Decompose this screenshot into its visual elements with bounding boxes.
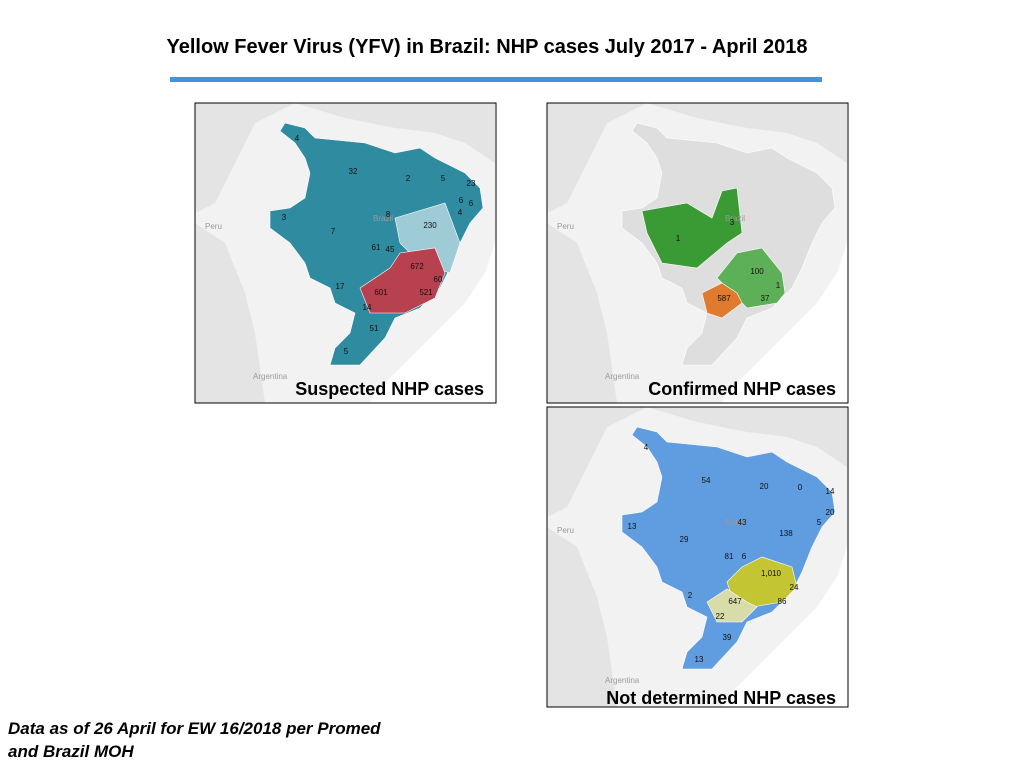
case-count: 24 [790, 583, 799, 592]
case-count: 22 [716, 612, 725, 621]
state-region [641, 187, 743, 269]
brazil-outline [269, 122, 484, 366]
case-count: 647 [728, 597, 742, 606]
land [547, 103, 847, 213]
place-label: Peru [205, 222, 222, 231]
map-panel: Peru Brazil Argentina 1 3 100 1 37 587 Confirmed … [546, 102, 849, 404]
case-count: 2 [688, 591, 693, 600]
case-count: 587 [717, 294, 731, 303]
case-count: 100 [750, 267, 764, 276]
case-count: 51 [370, 324, 379, 333]
case-count: 1,010 [761, 569, 782, 578]
footnote-line: Data as of 26 April for EW 16/2018 per P… [8, 719, 381, 738]
case-count: 5 [441, 174, 446, 183]
land [195, 103, 495, 213]
case-count: 20 [760, 482, 769, 491]
map-panel: Peru Brazil Argentina 4 54 20 0 14 20 5 43 13 29 138 8… [546, 406, 849, 708]
slide-title: Yellow Fever Virus (YFV) in Brazil: NHP … [166, 36, 807, 58]
case-count: 32 [349, 167, 358, 176]
case-count: 5 [344, 347, 349, 356]
case-count: 5 [817, 518, 822, 527]
case-count: 54 [702, 476, 711, 485]
map-frame [546, 102, 849, 404]
case-count: 1 [776, 281, 781, 290]
brazil-outline [621, 426, 836, 670]
case-count: 8 [386, 210, 391, 219]
case-count: 86 [778, 597, 787, 606]
case-count: 6 [459, 196, 464, 205]
case-count: 0 [798, 483, 803, 492]
case-count: 43 [738, 518, 747, 527]
map-frame [546, 406, 849, 708]
land [547, 527, 617, 707]
case-count: 39 [723, 633, 732, 642]
ocean [370, 243, 495, 403]
map-caption: Not determined NHP cases [606, 688, 836, 708]
case-count: 60 [434, 275, 443, 284]
place-label: Argentina [605, 676, 640, 685]
place-label: Brazil [725, 518, 745, 527]
case-count: 4 [458, 208, 463, 217]
case-count: 17 [336, 282, 345, 291]
state-region [706, 588, 758, 623]
case-count: 45 [386, 245, 395, 254]
case-count: 6 [742, 552, 747, 561]
case-count: 2 [406, 174, 411, 183]
map-caption: Suspected NHP cases [295, 379, 484, 399]
place-label: Peru [557, 222, 574, 231]
case-count: 4 [295, 134, 300, 143]
place-label: Brazil [725, 214, 745, 223]
place-label: Argentina [605, 372, 640, 381]
case-count: 521 [419, 288, 433, 297]
state-region [394, 202, 461, 274]
case-count: 138 [779, 529, 793, 538]
case-count: 3 [730, 218, 735, 227]
case-count: 61 [372, 243, 381, 252]
map-caption: Confirmed NHP cases [648, 379, 836, 399]
map-frame [194, 102, 497, 404]
case-count: 37 [761, 294, 770, 303]
case-count: 3 [282, 213, 287, 222]
brazil-outline [621, 122, 836, 366]
land [195, 223, 265, 403]
case-count: 601 [374, 288, 388, 297]
case-count: 6 [469, 199, 474, 208]
case-count: 23 [467, 179, 476, 188]
case-count: 1 [676, 234, 681, 243]
case-count: 7 [331, 227, 336, 236]
case-count: 14 [363, 303, 372, 312]
ocean [722, 243, 847, 403]
state-region [359, 247, 446, 314]
place-label: Brazil [373, 214, 393, 223]
case-count: 230 [423, 221, 437, 230]
case-count: 13 [628, 522, 637, 531]
title-underline [170, 77, 822, 82]
case-count: 672 [410, 262, 424, 271]
case-count: 29 [680, 535, 689, 544]
case-count: 13 [695, 655, 704, 664]
case-count: 14 [826, 487, 835, 496]
place-label: Peru [557, 526, 574, 535]
case-count: 81 [725, 552, 734, 561]
case-count: 20 [826, 508, 835, 517]
ocean [722, 547, 847, 707]
place-label: Argentina [253, 372, 288, 381]
land [547, 223, 617, 403]
land [547, 407, 847, 517]
state-region [701, 282, 743, 319]
footnote-line: and Brazil MOH [8, 742, 134, 761]
case-count: 4 [644, 443, 649, 452]
